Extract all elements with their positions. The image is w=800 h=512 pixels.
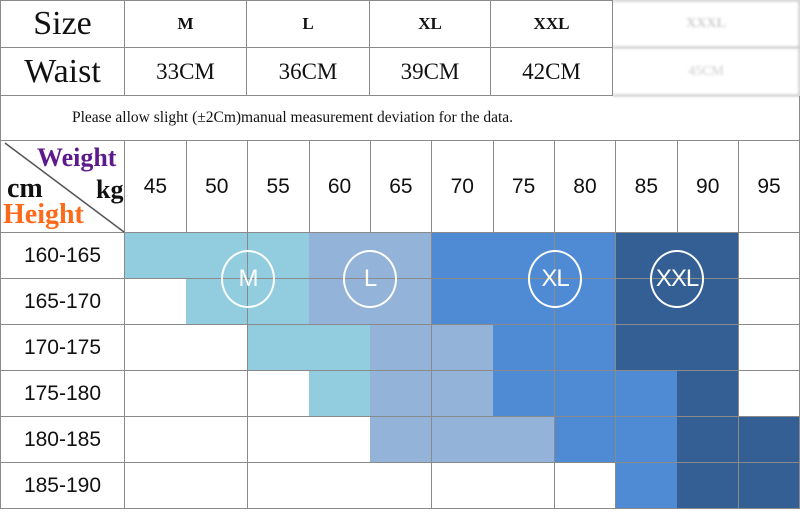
empty-cell (247, 371, 310, 417)
empty-cell (554, 463, 617, 509)
size-cell-l (370, 417, 433, 463)
size-header: XXXL (613, 0, 800, 48)
weight-header: 75 (493, 141, 556, 233)
empty-cell (186, 325, 249, 371)
waist-value: 45CM (613, 48, 800, 96)
size-header: M (125, 0, 247, 48)
size-cell-xl (431, 279, 494, 325)
size-cell-xl (554, 325, 617, 371)
size-cell-l (493, 417, 556, 463)
size-cell-m (125, 233, 187, 279)
size-cell-xl (554, 417, 617, 463)
empty-cell (738, 279, 800, 325)
size-cell-xl (615, 417, 678, 463)
size-header: XL (370, 0, 491, 48)
size-cell-m (247, 325, 310, 371)
empty-cell (370, 463, 433, 509)
weight-header: 95 (738, 141, 800, 233)
weight-header: 85 (615, 141, 678, 233)
size-cell-xxl (677, 371, 740, 417)
empty-cell (738, 371, 800, 417)
measurement-note: Please allow slight (±2Cm)manual measure… (0, 96, 800, 141)
size-cell-l (431, 417, 494, 463)
size-cell-m (309, 325, 371, 371)
height-header: 165-170 (0, 279, 125, 325)
size-cell-xl (431, 233, 494, 279)
kg-label: kg (96, 175, 124, 204)
empty-cell (738, 233, 800, 279)
weight-header: 50 (186, 141, 249, 233)
empty-cell (493, 463, 556, 509)
empty-cell (309, 417, 371, 463)
size-cell-l (370, 371, 433, 417)
waist-value: 39CM (370, 48, 491, 96)
size-cell-xxl (738, 417, 800, 463)
weight-header: 90 (677, 141, 740, 233)
size-badge-m: M (221, 250, 275, 308)
empty-cell (125, 279, 187, 325)
size-badge-xxl: XXL (650, 250, 704, 308)
size-cell-m (309, 371, 371, 417)
empty-cell (125, 371, 187, 417)
cm-label: cm (7, 173, 43, 204)
size-cell-l (370, 325, 433, 371)
size-header: XXL (491, 0, 613, 48)
waist-value: 36CM (247, 48, 370, 96)
size-cell-xxl (677, 463, 740, 509)
empty-cell (125, 417, 187, 463)
size-cell-xxl (615, 325, 678, 371)
size-badge-xl: XL (528, 250, 582, 308)
empty-cell (186, 417, 249, 463)
empty-cell (247, 463, 310, 509)
size-badge-l: L (343, 250, 397, 308)
empty-cell (738, 325, 800, 371)
size-cell-xxl (677, 417, 740, 463)
weight-label: Weight (37, 143, 117, 172)
empty-cell (186, 371, 249, 417)
size-cell-xl (493, 371, 556, 417)
height-header: 170-175 (0, 325, 125, 371)
size-cell-xxl (677, 325, 740, 371)
empty-cell (431, 463, 494, 509)
empty-cell (309, 463, 371, 509)
waist-value: 42CM (491, 48, 613, 96)
waist-label: Waist (0, 48, 125, 96)
size-label: Size (0, 0, 125, 48)
size-header: L (247, 0, 370, 48)
waist-value: 33CM (125, 48, 247, 96)
weight-header: 80 (554, 141, 617, 233)
empty-cell (125, 463, 187, 509)
size-cell-l (431, 325, 494, 371)
height-header: 175-180 (0, 371, 125, 417)
height-header: 185-190 (0, 463, 125, 509)
size-cell-xl (554, 371, 617, 417)
size-cell-l (431, 371, 494, 417)
height-header: 180-185 (0, 417, 125, 463)
height-header: 160-165 (0, 233, 125, 279)
size-cell-xxl (738, 463, 800, 509)
weight-header: 45 (125, 141, 187, 233)
weight-header: 60 (309, 141, 371, 233)
corner-header: Weight kg cm Height (0, 141, 125, 233)
size-cell-xl (493, 325, 556, 371)
empty-cell (186, 463, 249, 509)
height-label: Height (3, 199, 84, 230)
size-cell-xl (615, 371, 678, 417)
weight-header: 65 (370, 141, 433, 233)
weight-header: 55 (247, 141, 310, 233)
diagonal-divider (4, 142, 125, 233)
empty-cell (247, 417, 310, 463)
size-cell-xl (615, 463, 678, 509)
empty-cell (125, 325, 187, 371)
weight-header: 70 (431, 141, 494, 233)
